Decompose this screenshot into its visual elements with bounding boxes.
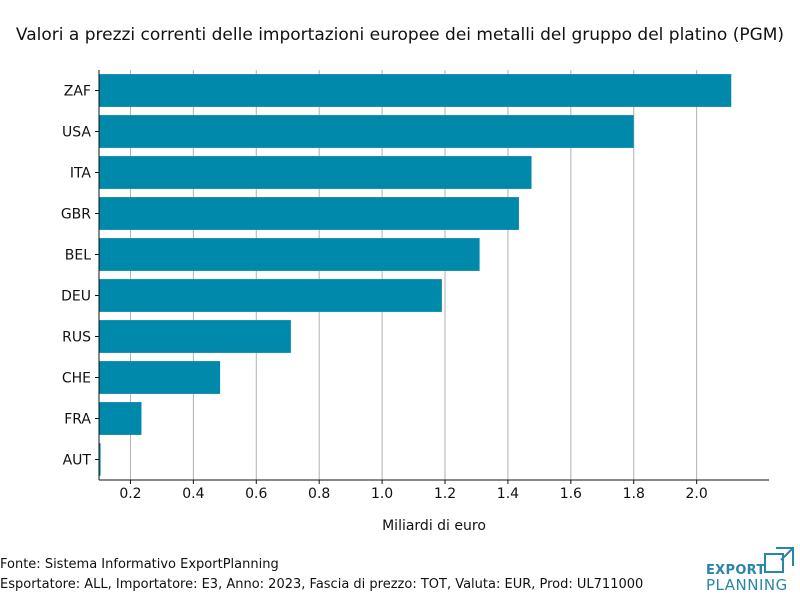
x-tick-label-3: 0.8 bbox=[308, 486, 330, 502]
y-tick-label-che: CHE bbox=[62, 371, 91, 387]
y-tick-label-gbr: GBR bbox=[61, 207, 91, 223]
chart-title: Valori a prezzi correnti delle importazi… bbox=[16, 25, 784, 45]
bar-aut bbox=[99, 443, 101, 476]
logo-text-planning: PLANNING bbox=[706, 576, 788, 594]
x-tick-label-7: 1.6 bbox=[560, 486, 582, 502]
y-tick-label-rus: RUS bbox=[62, 330, 91, 346]
y-tick-label-aut: AUT bbox=[63, 453, 92, 469]
bar-deu bbox=[99, 279, 442, 312]
y-tick-label-fra: FRA bbox=[64, 412, 91, 428]
bar-rus bbox=[99, 320, 291, 353]
bar-bel bbox=[99, 238, 480, 271]
footer-source: Fonte: Sistema Informativo ExportPlannin… bbox=[0, 557, 279, 572]
bar-gbr bbox=[99, 197, 519, 230]
x-tick-label-0: 0.2 bbox=[119, 486, 141, 502]
x-tick-label-9: 2.0 bbox=[686, 486, 708, 502]
y-tick-label-usa: USA bbox=[62, 125, 91, 141]
y-tick-label-ita: ITA bbox=[70, 166, 92, 182]
x-tick-label-1: 0.4 bbox=[182, 486, 204, 502]
x-tick-label-6: 1.4 bbox=[497, 486, 519, 502]
bar-ita bbox=[99, 156, 532, 189]
y-tick-labels: ZAF USA ITA GBR BEL DEU RUS CHE FRA AUT bbox=[61, 84, 92, 469]
x-axis-label: Miliardi di euro bbox=[382, 518, 486, 534]
exportplanning-logo: EXPORT PLANNING bbox=[705, 546, 795, 594]
axes bbox=[95, 70, 769, 484]
bar-che bbox=[99, 361, 221, 394]
x-tick-labels: 0.2 0.4 0.6 0.8 1.0 1.2 1.4 1.6 1.8 2.0 bbox=[119, 486, 707, 502]
footer-details: Esportatore: ALL, Importatore: E3, Anno:… bbox=[0, 577, 644, 592]
x-tick-label-4: 1.0 bbox=[371, 486, 393, 502]
x-tick-label-2: 0.6 bbox=[245, 486, 267, 502]
bar-fra bbox=[99, 402, 142, 435]
bar-zaf bbox=[99, 74, 732, 107]
y-tick-label-deu: DEU bbox=[61, 289, 91, 305]
logo-mark-icon bbox=[764, 547, 794, 573]
x-tick-label-5: 1.2 bbox=[434, 486, 456, 502]
y-tick-label-bel: BEL bbox=[65, 248, 91, 264]
logo-text-export: EXPORT bbox=[706, 563, 766, 578]
x-tick-label-8: 1.8 bbox=[623, 486, 645, 502]
bars bbox=[99, 74, 732, 476]
bar-usa bbox=[99, 115, 634, 148]
y-tick-label-zaf: ZAF bbox=[64, 84, 91, 100]
